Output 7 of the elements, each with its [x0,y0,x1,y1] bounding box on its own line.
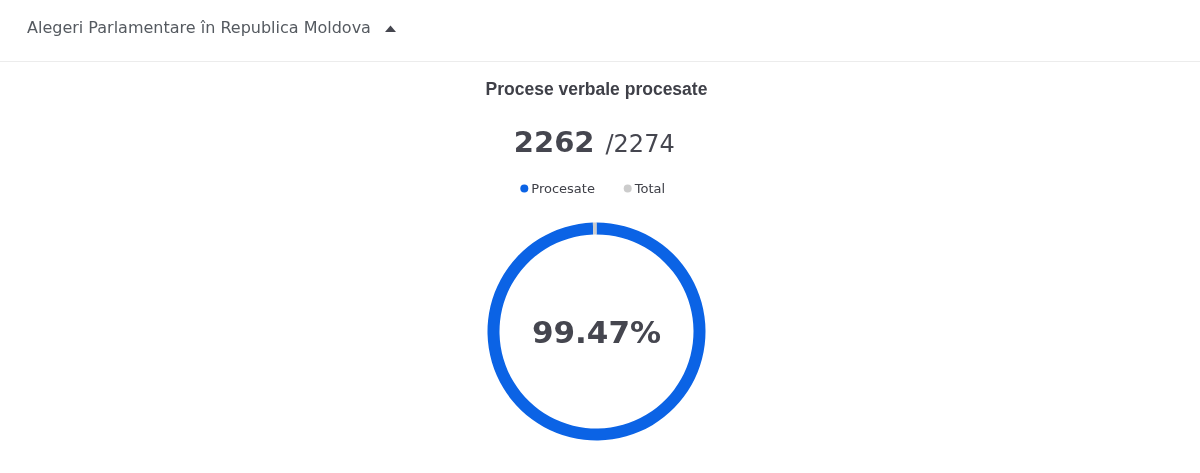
text: Alegeri Parlamentare în Republica Moldova [27,17,371,40]
legend-label: Procesate [531,181,595,196]
chart-subtitle: Procese verbale procesate [485,78,708,99]
legend-label: Total [633,181,666,196]
text: 2262 [513,125,595,159]
data-label: 99.47% [531,313,662,350]
text: /2274 [605,129,675,158]
